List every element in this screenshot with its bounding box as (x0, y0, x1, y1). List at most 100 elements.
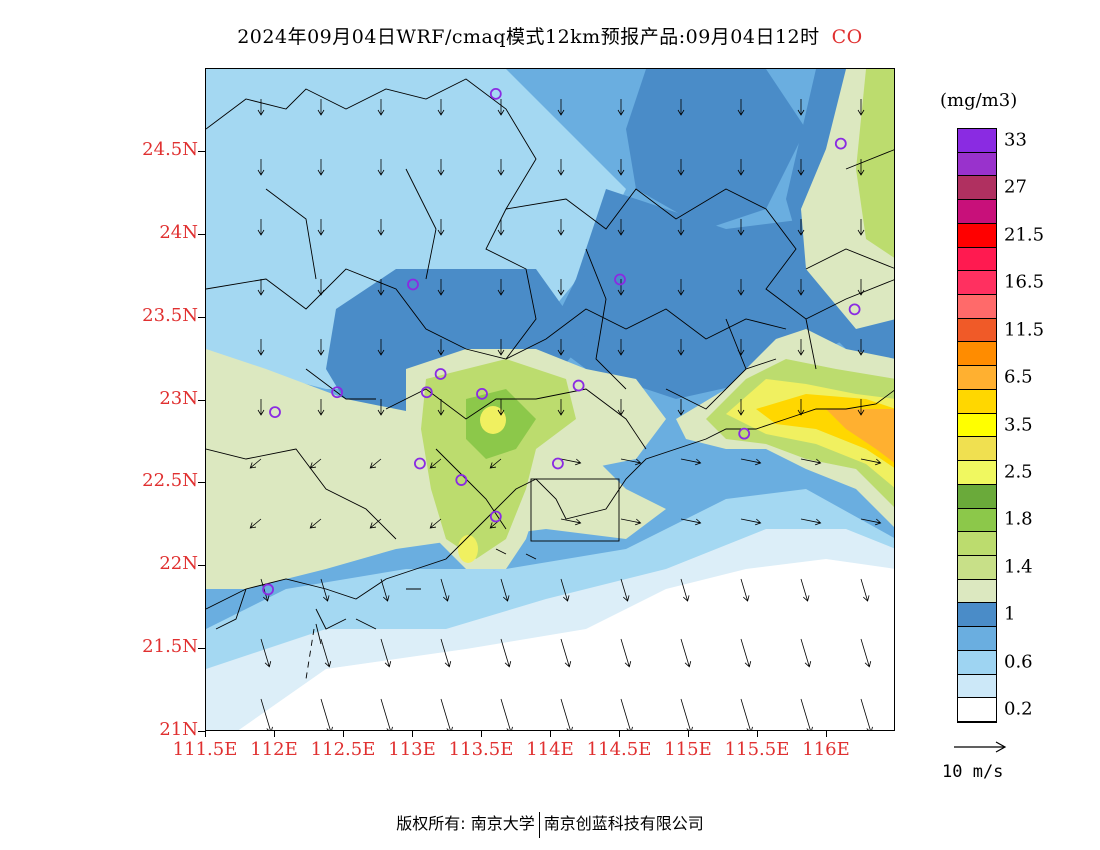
concentration-map (206, 69, 894, 730)
wind-vector (617, 339, 625, 356)
wind-vector (497, 339, 505, 356)
legend-swatch (958, 603, 996, 628)
y-tick-label: 23.5N (142, 304, 198, 326)
wind-vector (740, 518, 762, 526)
copyright-left: 版权所有: 南京大学 (396, 814, 535, 833)
wind-vector (860, 578, 870, 602)
wind-vector (257, 159, 265, 176)
wind-vector (800, 698, 813, 730)
x-tick-label: 115E (664, 739, 712, 760)
wind-vector (320, 698, 333, 730)
legend-swatch (958, 413, 996, 438)
color-legend (957, 128, 997, 723)
wind-vector (620, 698, 633, 730)
wind-vector (257, 279, 265, 296)
legend-label: 27 (1004, 176, 1027, 198)
wind-vector (377, 159, 385, 176)
island-outline (215, 588, 377, 630)
legend-swatch (958, 484, 996, 509)
wind-vector (257, 399, 265, 416)
wind-vector (617, 399, 625, 416)
wind-vector (800, 458, 822, 466)
boundary-line (805, 149, 894, 270)
wind-vector (380, 698, 393, 730)
monitoring-station-marker (262, 583, 274, 596)
wind-vector (737, 279, 745, 296)
wind-vector (737, 219, 745, 236)
legend-label: 1 (1004, 603, 1016, 625)
boundary-box (530, 478, 620, 542)
wind-vector (797, 159, 805, 176)
wind-vector (560, 458, 582, 466)
wind-vector (677, 99, 685, 116)
y-tick-mark (198, 565, 205, 567)
y-tick-mark (198, 399, 205, 401)
hotspot-zhuhai (458, 535, 478, 563)
wind-vector (857, 159, 865, 176)
boundary-line (505, 188, 894, 320)
x-tick-mark (343, 731, 344, 737)
wind-vector (309, 518, 322, 529)
monitoring-station-marker (489, 510, 502, 523)
wind-vector (557, 399, 565, 416)
wind-vector (320, 638, 332, 668)
monitoring-station-marker (269, 406, 281, 419)
legend-swatch (958, 555, 996, 580)
legend-swatch (958, 318, 996, 343)
wind-vector (437, 399, 445, 416)
legend-label: 6.5 (1004, 366, 1033, 388)
legend-swatch (958, 271, 996, 296)
wind-vector (497, 399, 505, 416)
wind-vector (617, 219, 625, 236)
wind-vector (797, 99, 805, 116)
x-tick-label: 113E (388, 739, 436, 760)
wind-vector (380, 638, 392, 668)
pollutant-species: CO (831, 26, 863, 48)
wind-vector (680, 458, 702, 466)
chart-title: 2024年09月04日WRF/cmaq模式12km预报产品:09月04日12时 C… (0, 22, 1100, 49)
y-tick-mark (198, 233, 205, 235)
wind-vector (377, 399, 385, 416)
admin-boundaries (206, 78, 894, 680)
legend-swatch (958, 295, 996, 319)
hotspot-guangzhou (480, 406, 506, 434)
wind-vector (617, 99, 625, 116)
wind-vector (797, 279, 805, 296)
wind-vector (737, 159, 745, 176)
wind-vector (320, 578, 330, 602)
wind-vector (857, 279, 865, 296)
legend-swatch (958, 389, 996, 414)
wind-vector (857, 339, 865, 356)
wind-vector (497, 279, 505, 296)
wind-vector-field (249, 99, 882, 730)
x-tick-label: 114.5E (586, 739, 652, 760)
x-tick-label: 113.5E (448, 739, 514, 760)
y-tick-mark (198, 731, 205, 732)
legend-label: 1.4 (1004, 556, 1033, 578)
wind-vector (369, 518, 382, 529)
wind-vector (377, 219, 385, 236)
wind-vector (317, 219, 325, 236)
legend-swatch (958, 176, 996, 201)
legend-swatch (958, 627, 996, 651)
y-tick-label: 21.5N (142, 636, 198, 658)
y-tick-mark (198, 316, 205, 318)
legend-swatch (958, 698, 996, 722)
wind-vector (737, 99, 745, 116)
wind-vector (680, 698, 693, 730)
wind-vector (860, 458, 882, 466)
wind-vector (440, 698, 453, 730)
monitoring-station-marker (551, 457, 564, 470)
wind-vector (317, 339, 325, 356)
monitoring-station-marker (738, 427, 751, 440)
legend-label: 11.5 (1004, 319, 1045, 341)
wind-vector (740, 458, 762, 466)
boundary-line (206, 368, 397, 540)
wind-vector (857, 99, 865, 116)
wind-vector (620, 578, 630, 602)
wind-vector (860, 638, 872, 668)
wind-vector (249, 518, 262, 529)
wind-vector (797, 339, 805, 356)
wind-vector (857, 219, 865, 236)
x-tick-label: 115.5E (724, 739, 790, 760)
